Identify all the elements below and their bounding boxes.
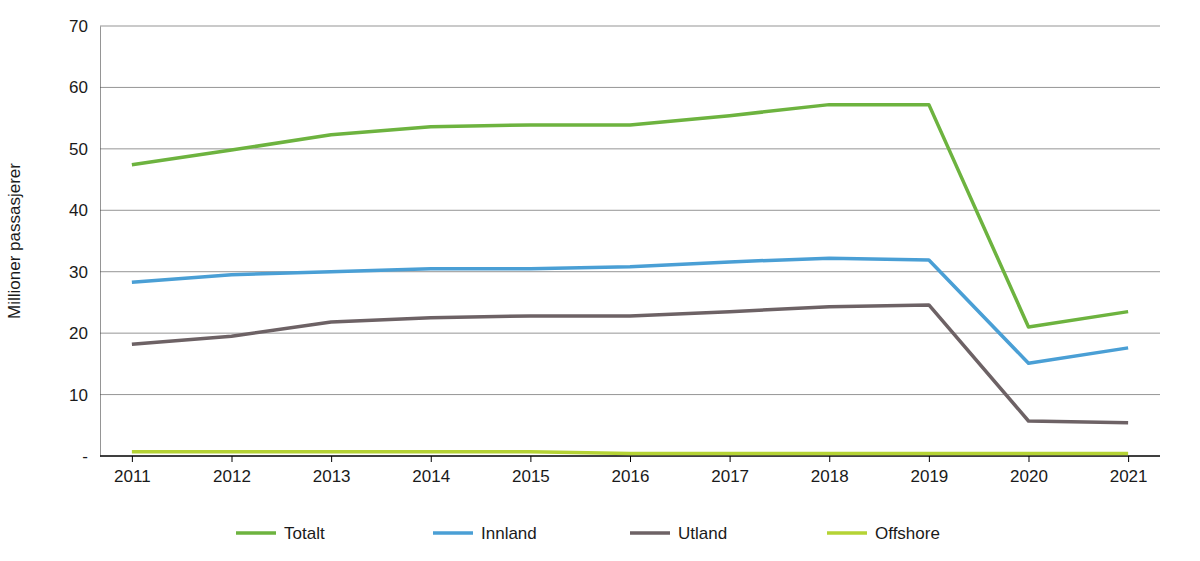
grid-line [100, 26, 1160, 27]
x-tick-label: 2020 [1010, 467, 1048, 486]
legend-item: Innland [433, 524, 537, 543]
x-tick: 2017 [711, 456, 749, 486]
x-tick-label: 2017 [711, 467, 749, 486]
series-line [132, 105, 1128, 327]
y-tick: 30 [69, 263, 100, 282]
x-tick: 2021 [1110, 456, 1148, 486]
legend-swatch [236, 531, 276, 535]
y-tick-label: 70 [69, 17, 88, 36]
x-tick-label: 2012 [213, 467, 251, 486]
x-tick: 2015 [512, 456, 550, 486]
x-tick: 2019 [910, 456, 948, 486]
x-tick-label: 2015 [512, 467, 550, 486]
x-tick-mark [630, 456, 631, 462]
x-tick-mark [929, 456, 930, 462]
legend-swatch [630, 531, 670, 535]
y-tick: 60 [69, 78, 100, 97]
x-tick-mark [132, 456, 133, 462]
y-tick: 10 [69, 386, 100, 405]
legend-label: Utland [678, 524, 727, 543]
x-tick-label: 2014 [412, 467, 450, 486]
x-tick: 2014 [412, 456, 450, 486]
y-tick: - [82, 447, 100, 466]
y-tick: 50 [69, 140, 100, 159]
y-tick-label: 60 [69, 78, 88, 97]
x-tick-label: 2021 [1110, 467, 1148, 486]
x-axis: 2011 2012 2013 2014 2015 2016 2017 2018 2019 2020… [100, 456, 1160, 486]
legend-item: Offshore [827, 524, 940, 543]
legend-label: Totalt [284, 524, 325, 543]
y-tick-label: - [82, 447, 88, 466]
x-tick-label: 2018 [811, 467, 849, 486]
y-tick: 70 [69, 17, 100, 36]
y-axis: - 10 20 30 40 50 60 70 [69, 17, 100, 466]
x-tick: 2016 [612, 456, 650, 486]
x-tick-mark [232, 456, 233, 462]
y-tick-label: 20 [69, 324, 88, 343]
x-tick-mark [1028, 456, 1029, 462]
lines [132, 105, 1128, 454]
legend: Totalt Innland Utland Offshore [236, 524, 940, 543]
y-tick-label: 40 [69, 201, 88, 220]
y-tick: 20 [69, 324, 100, 343]
series-line [132, 452, 1128, 454]
y-tick: 40 [69, 201, 100, 220]
legend-label: Innland [481, 524, 537, 543]
x-tick-mark [331, 456, 332, 462]
y-tick-label: 50 [69, 140, 88, 159]
legend-item: Utland [630, 524, 727, 543]
series-line [132, 258, 1128, 363]
x-tick-mark [730, 456, 731, 462]
grid-line [100, 148, 1160, 149]
legend-label: Offshore [875, 524, 940, 543]
series-line [132, 305, 1128, 423]
y-axis-title: Millioner passasjerer [5, 163, 24, 319]
x-tick: 2020 [1010, 456, 1048, 486]
x-tick-mark [829, 456, 830, 462]
legend-swatch [433, 531, 473, 535]
x-tick-label: 2019 [910, 467, 948, 486]
y-tick-label: 30 [69, 263, 88, 282]
x-tick-mark [530, 456, 531, 462]
x-tick: 2018 [811, 456, 849, 486]
chart: -102030405060702011201220132014201520162… [0, 0, 1200, 561]
x-tick-mark [431, 456, 432, 462]
grid-line [100, 271, 1160, 272]
grid-line [100, 394, 1160, 395]
x-tick-label: 2016 [612, 467, 650, 486]
x-tick: 2011 [114, 456, 151, 486]
x-tick-label: 2011 [114, 467, 151, 486]
legend-item: Totalt [236, 524, 325, 543]
x-tick: 2012 [213, 456, 251, 486]
legend-swatch [827, 531, 867, 535]
grid-line [100, 87, 1160, 88]
x-tick-label: 2013 [313, 467, 351, 486]
x-tick-mark [1128, 456, 1129, 462]
y-tick-label: 10 [69, 386, 88, 405]
x-tick: 2013 [313, 456, 351, 486]
grid [100, 26, 1160, 456]
y-axis-line [100, 27, 101, 457]
grid-line [100, 210, 1160, 211]
